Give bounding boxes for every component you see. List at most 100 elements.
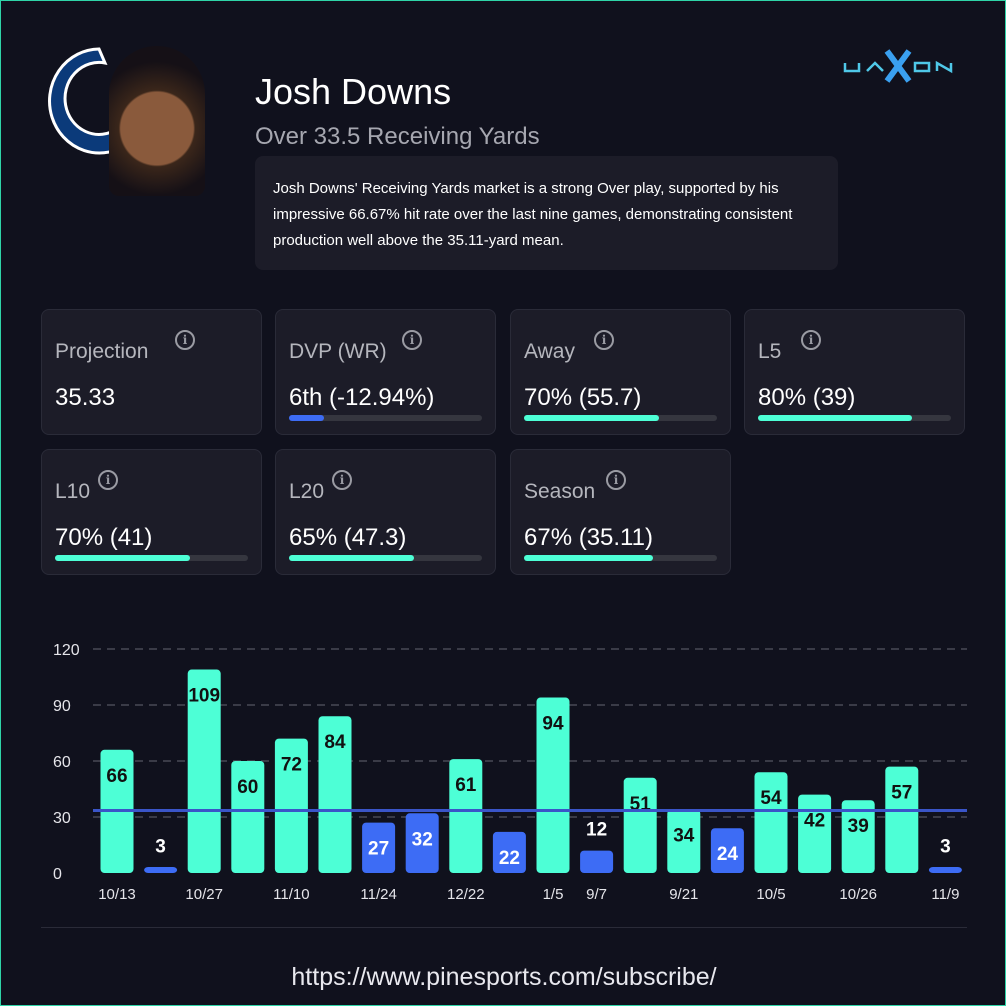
stat-value: 67% (35.11): [524, 524, 653, 551]
bar-value-label: 66: [106, 766, 127, 787]
bar[interactable]: [885, 766, 919, 873]
x-tick-label: 10/13: [98, 886, 136, 903]
x-tick-label: 11/10: [273, 886, 309, 903]
x-tick-label: 10/26: [839, 886, 877, 903]
bar[interactable]: [362, 822, 396, 873]
x-tick-label: 9/21: [669, 886, 698, 903]
x-tick-label: 1/5: [543, 886, 564, 903]
y-tick-label: 0: [53, 866, 62, 883]
info-icon[interactable]: i: [175, 330, 195, 350]
x-tick-label: 10/27: [185, 886, 223, 903]
bar-chart: 0 30 60 90 120 66 10/13 3 109 10/27 60 72 11/10 84 27 1…: [53, 642, 967, 903]
progress-fill: [524, 555, 654, 561]
bar-value-label: 94: [542, 714, 564, 735]
progress-track: [524, 555, 717, 561]
stat-label: L10: [55, 480, 91, 503]
stat-card-l10: L10 i 70% (41): [41, 449, 262, 575]
progress-track: [758, 415, 951, 421]
bar-value-label: 3: [155, 836, 166, 857]
y-tick-label: 60: [53, 754, 71, 771]
bar-value-label: 84: [324, 732, 346, 753]
bar[interactable]: [754, 772, 788, 873]
stat-value: 65% (47.3): [289, 524, 407, 551]
bar[interactable]: [187, 669, 221, 873]
stat-card-l20: L20 i 65% (47.3): [275, 449, 496, 575]
bar[interactable]: [623, 777, 657, 873]
stat-label: Projection: [55, 340, 149, 363]
stat-card-dvp-wr-: DVP (WR) i 6th (-12.94%): [275, 309, 496, 435]
subscribe-url[interactable]: https://www.pinesports.com/subscribe/: [291, 963, 717, 991]
bar[interactable]: [318, 716, 352, 873]
stat-card-l5: L5 i 80% (39): [744, 309, 965, 435]
divider: [41, 927, 967, 928]
bar-value-label: 12: [586, 820, 607, 841]
bar-value-label: 72: [281, 755, 302, 776]
bar-value-label: 57: [891, 783, 912, 804]
y-tick-label: 120: [53, 642, 80, 659]
bar[interactable]: [798, 794, 832, 873]
bar[interactable]: [710, 828, 744, 873]
x-tick-label: 11/9: [931, 886, 959, 903]
stat-label: L20: [289, 480, 325, 503]
progress-fill: [289, 555, 415, 561]
info-icon[interactable]: i: [332, 470, 352, 490]
progress-fill: [289, 415, 324, 421]
info-icon[interactable]: i: [402, 330, 422, 350]
info-icon[interactable]: i: [801, 330, 821, 350]
stat-value: 35.33: [55, 384, 116, 411]
progress-fill: [55, 555, 191, 561]
bar[interactable]: [580, 850, 614, 873]
stat-label: DVP (WR): [289, 340, 387, 363]
bar-value-label: 54: [760, 788, 782, 809]
info-icon[interactable]: i: [98, 470, 118, 490]
bar[interactable]: [274, 738, 308, 873]
bar[interactable]: [231, 761, 265, 873]
progress-fill: [524, 415, 660, 421]
y-tick-label: 90: [53, 698, 71, 715]
stat-card-season: Season i 67% (35.11): [510, 449, 731, 575]
bar[interactable]: [928, 867, 962, 873]
stat-value: 80% (39): [758, 384, 856, 411]
bar[interactable]: [144, 867, 178, 873]
stat-card-away: Away i 70% (55.7): [510, 309, 731, 435]
bar-value-label: 34: [673, 826, 695, 847]
bar-value-label: 3: [940, 836, 951, 857]
jaxon-logo: [843, 49, 953, 83]
bar[interactable]: [536, 697, 570, 873]
stat-label: Away: [524, 340, 575, 363]
player-name: Josh Downs: [255, 71, 452, 112]
progress-fill: [758, 415, 913, 421]
bar-value-label: 39: [848, 816, 869, 837]
x-tick-label: 9/7: [586, 886, 607, 903]
x-tick-label: 12/22: [447, 886, 485, 903]
progress-track: [289, 555, 482, 561]
bar-value-label: 27: [368, 839, 389, 860]
bar[interactable]: [841, 800, 875, 873]
y-tick-label: 30: [53, 810, 71, 827]
bar-value-label: 61: [455, 775, 477, 796]
x-tick-label: 10/5: [756, 886, 785, 903]
bar[interactable]: [492, 831, 526, 873]
stat-label: L5: [758, 340, 782, 363]
player-photo: [109, 46, 205, 196]
bar-value-label: 42: [804, 811, 825, 832]
market-label: Over 33.5 Receiving Yards: [255, 123, 540, 150]
bar[interactable]: [449, 759, 483, 873]
progress-track: [289, 415, 482, 421]
info-icon[interactable]: i: [594, 330, 614, 350]
stat-value: 70% (41): [55, 524, 153, 551]
bar-value-label: 32: [412, 829, 433, 850]
info-icon[interactable]: i: [606, 470, 626, 490]
bar[interactable]: [667, 809, 701, 873]
bar[interactable]: [405, 813, 439, 873]
stat-card-projection: Projection i 35.33: [41, 309, 262, 435]
bar-value-label: 109: [188, 686, 220, 707]
stat-value: 70% (55.7): [524, 384, 642, 411]
progress-track: [524, 415, 717, 421]
summary-text: Josh Downs' Receiving Yards market is a …: [255, 156, 838, 270]
stat-value: 6th (-12.94%): [289, 384, 435, 411]
x-tick-label: 11/24: [360, 886, 396, 903]
bar-value-label: 22: [499, 848, 520, 869]
stat-label: Season: [524, 480, 596, 503]
bar-value-label: 60: [237, 777, 258, 798]
